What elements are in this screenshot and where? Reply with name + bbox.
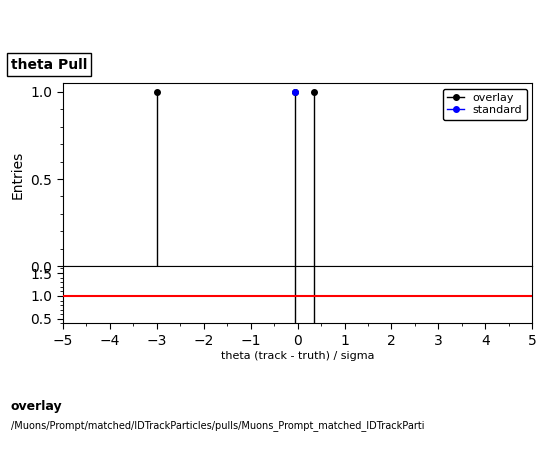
Y-axis label: Entries: Entries bbox=[11, 151, 25, 199]
Text: theta Pull: theta Pull bbox=[11, 58, 87, 72]
Text: /Muons/Prompt/matched/IDTrackParticles/pulls/Muons_Prompt_matched_IDTrackParti: /Muons/Prompt/matched/IDTrackParticles/p… bbox=[11, 420, 424, 432]
X-axis label: theta (track - truth) / sigma: theta (track - truth) / sigma bbox=[221, 351, 375, 361]
Text: overlay: overlay bbox=[11, 400, 63, 413]
Legend: overlay, standard: overlay, standard bbox=[443, 89, 527, 120]
